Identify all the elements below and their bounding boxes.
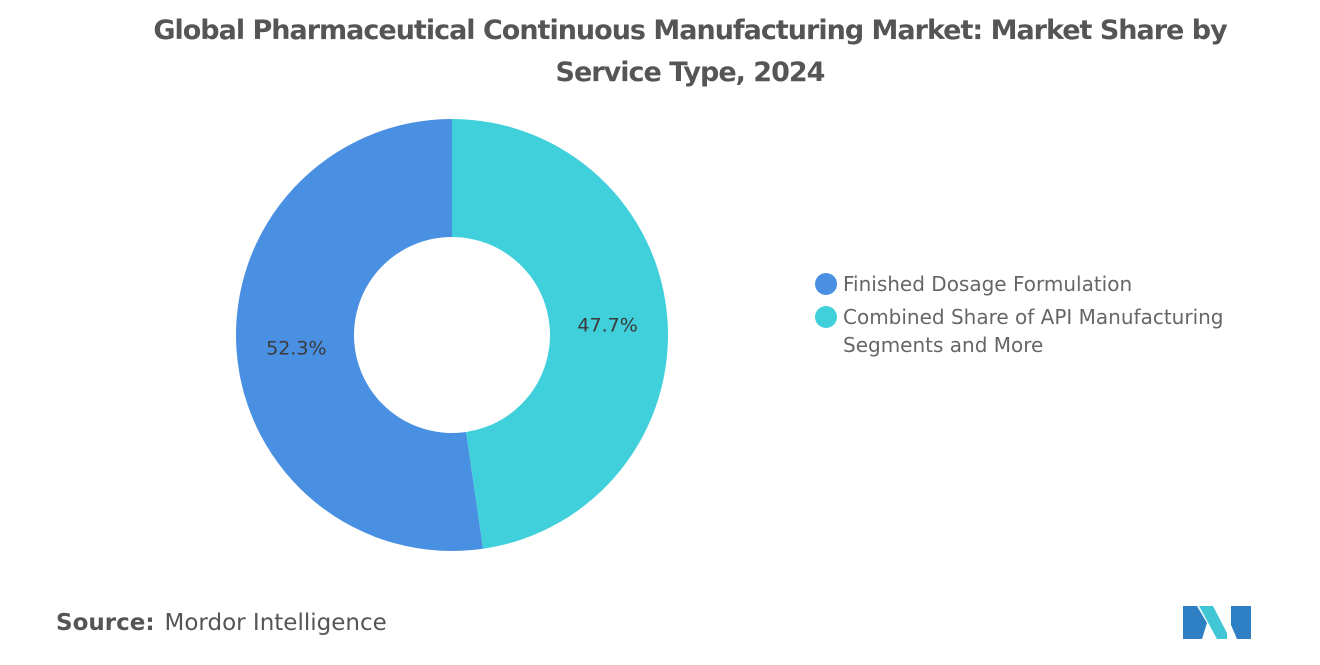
legend-label-finished-dosage: Finished Dosage Formulation: [843, 272, 1133, 296]
source-note: Source: Mordor Intelligence: [56, 610, 387, 636]
data-label-finished-dosage: 52.3%: [266, 337, 326, 359]
source-label: Source:: [56, 610, 155, 636]
legend-item-finished-dosage: Finished Dosage Formulation: [815, 270, 1275, 298]
logo-shape-left: [1183, 606, 1207, 639]
legend-item-api-manufacturing: Combined Share of API Manufacturing Segm…: [815, 303, 1275, 359]
logo-shape-middle: [1199, 606, 1227, 639]
source-text: Mordor Intelligence: [164, 610, 387, 636]
donut-slice-finished-dosage: [235, 119, 484, 551]
chart-legend: Finished Dosage Formulation Combined Sha…: [815, 270, 1275, 364]
mordor-intelligence-logo-icon: [1183, 606, 1251, 639]
donut-slice-api-manufacturing: [452, 119, 668, 549]
legend-label-api-manufacturing: Combined Share of API Manufacturing Segm…: [843, 305, 1224, 357]
legend-marker-finished-dosage: [815, 273, 837, 295]
legend-marker-api-manufacturing: [815, 306, 837, 328]
data-label-api-manufacturing: 47.7%: [577, 315, 637, 337]
chart-title: Global Pharmaceutical Continuous Manufac…: [153, 15, 1227, 88]
logo-shape-right: [1231, 606, 1251, 639]
